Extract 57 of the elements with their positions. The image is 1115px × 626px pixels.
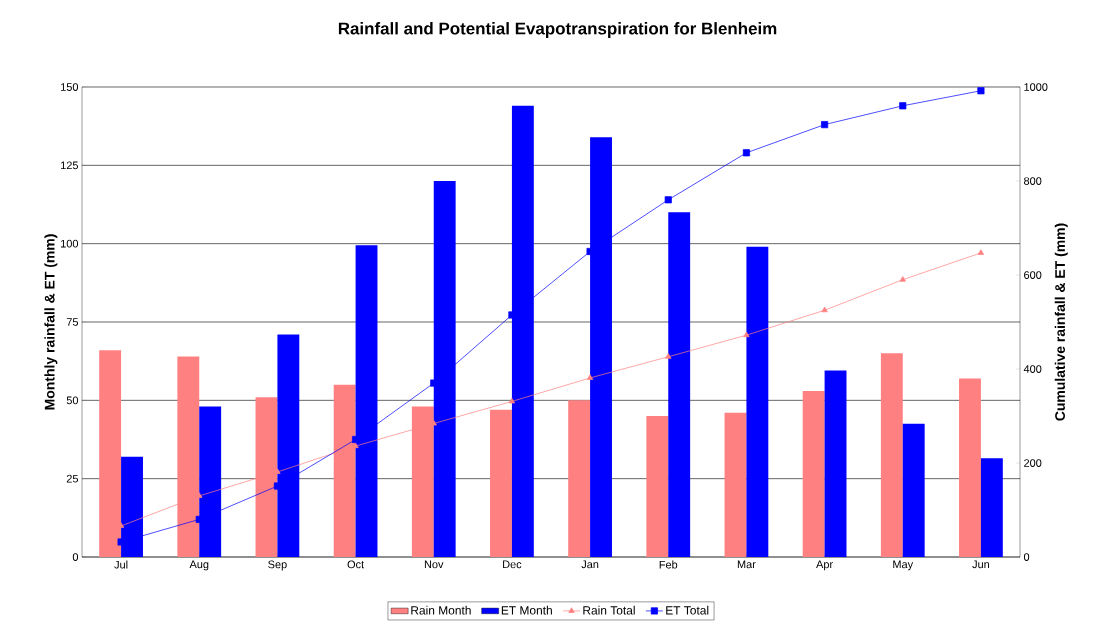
point — [977, 249, 985, 255]
x-tick-label: Feb — [659, 560, 678, 569]
x-tick-label: Oct — [347, 560, 365, 569]
x-tick-label: Dec — [503, 560, 522, 569]
bar — [490, 409, 512, 557]
chart-title: Rainfall and Potential Evapotranspiration for Blenheim — [338, 22, 777, 38]
y-tick-label: 0 — [72, 553, 79, 561]
point — [665, 353, 672, 359]
bar — [980, 458, 1003, 557]
point — [586, 374, 594, 380]
y2-tick-label: 1000 — [1024, 83, 1048, 91]
y-tick-label: 100 — [61, 239, 79, 248]
point — [977, 87, 985, 95]
bar — [646, 416, 669, 557]
point — [508, 397, 516, 404]
legend-label: ET Month — [501, 605, 552, 615]
legend-label: Rain Total — [583, 605, 635, 615]
y-axis-title: Monthly rainfall & ET (mm) — [44, 234, 58, 410]
x-tick-label: Jan — [581, 560, 599, 569]
y2-tick-label: 600 — [1024, 271, 1042, 279]
y-tick-label: 125 — [61, 161, 79, 170]
y2-tick-label: 800 — [1024, 177, 1042, 185]
point — [664, 196, 672, 204]
legend-label: ET Total — [666, 605, 709, 615]
point — [743, 331, 750, 338]
point — [899, 102, 907, 110]
x-tick-label: Sep — [268, 560, 287, 571]
bar — [902, 423, 925, 557]
bar — [959, 378, 981, 557]
x-tick-label: Jun — [972, 560, 990, 569]
y2-tick-label: 0 — [1023, 553, 1030, 561]
x-tick-label: Mar — [737, 560, 756, 569]
y2-axis-title: Cumulative rainfall & ET (mm) — [1054, 223, 1068, 421]
bar — [746, 246, 769, 557]
y-tick-label: 25 — [66, 474, 79, 483]
y2-tick-label: 200 — [1024, 459, 1042, 467]
y-tick-label: 150 — [61, 83, 79, 91]
bar — [99, 350, 122, 557]
x-tick-label: May — [893, 560, 914, 571]
bar — [724, 412, 747, 557]
bar — [880, 353, 903, 557]
bar — [568, 400, 591, 557]
y-tick-label: 75 — [66, 318, 79, 326]
point — [821, 306, 828, 313]
x-tick-label: Apr — [816, 560, 833, 571]
bar — [824, 370, 847, 557]
y-tick-label: 50 — [66, 396, 79, 405]
legend-label: Rain Month — [411, 605, 471, 615]
y2-tick-label: 400 — [1023, 365, 1042, 373]
bar — [668, 212, 691, 557]
x-tick-label: Jul — [114, 560, 128, 569]
point — [899, 276, 906, 282]
x-tick-label: Nov — [424, 560, 444, 569]
x-tick-label: Aug — [189, 560, 209, 571]
point — [742, 149, 750, 157]
point — [821, 121, 829, 129]
bar — [802, 390, 825, 557]
